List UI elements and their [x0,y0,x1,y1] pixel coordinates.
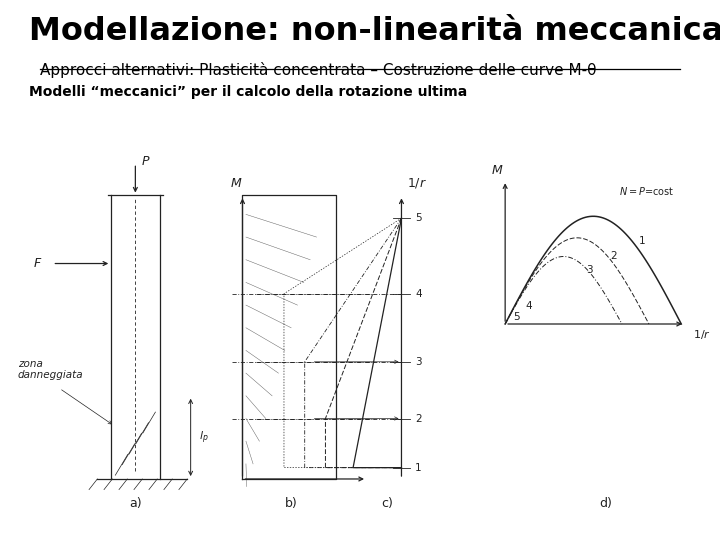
Text: zona
danneggiata: zona danneggiata [18,359,84,380]
Text: Modellazione: non-linearità meccanica: Modellazione: non-linearità meccanica [29,16,720,47]
Text: 1: 1 [415,463,422,472]
Text: b): b) [284,497,297,510]
Text: $M$: $M$ [491,164,504,177]
Text: 4: 4 [526,301,533,311]
Text: 1: 1 [639,237,646,246]
Text: 4: 4 [415,289,422,299]
Text: $N=P$=cost: $N=P$=cost [619,185,675,197]
Text: $P$: $P$ [141,155,150,168]
Text: $l_p$: $l_p$ [199,429,209,445]
Text: 2: 2 [611,251,617,260]
Text: Approcci alternativi: Plasticità concentrata – Costruzione delle curve M-θ: Approcci alternativi: Plasticità concent… [40,62,596,78]
Text: 3: 3 [586,265,593,275]
Text: 5: 5 [415,213,422,223]
Text: $M$: $M$ [230,177,243,190]
Text: c): c) [382,497,394,510]
Text: Modelli “meccanici” per il calcolo della rotazione ultima: Modelli “meccanici” per il calcolo della… [29,85,467,99]
Text: d): d) [599,497,612,510]
Text: a): a) [129,497,142,510]
Text: 5: 5 [513,312,520,322]
Text: 3: 3 [415,357,422,367]
Text: $1/r$: $1/r$ [693,328,711,341]
Text: $1/r$: $1/r$ [407,176,427,190]
Text: $F$: $F$ [32,257,42,270]
Text: 2: 2 [415,414,422,423]
